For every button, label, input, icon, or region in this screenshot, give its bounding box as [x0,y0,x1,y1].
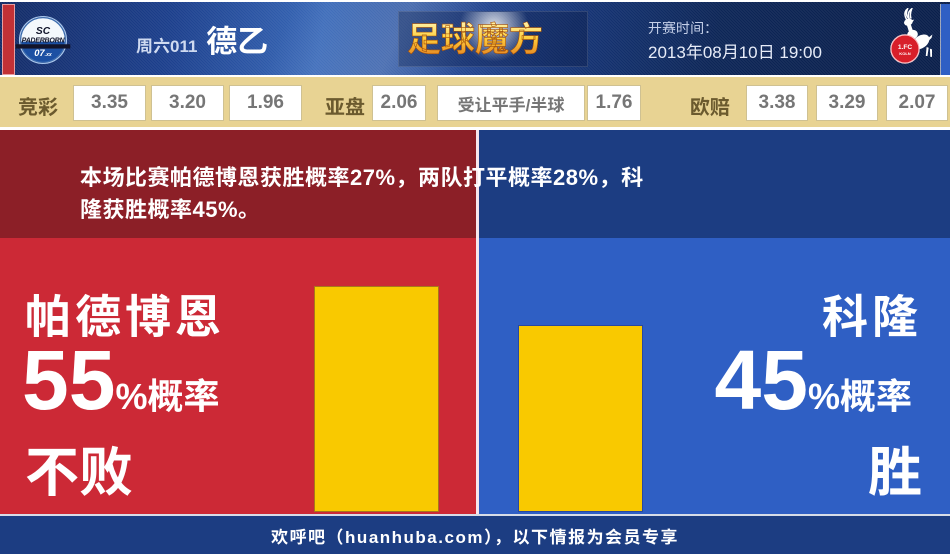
svg-text:KOLN: KOLN [899,51,911,56]
svg-text:SC: SC [36,26,51,37]
svg-text:PADERBORN: PADERBORN [22,38,66,45]
svg-text:足球魔方: 足球魔方 [407,21,543,59]
svg-text:1.FC: 1.FC [898,44,913,51]
